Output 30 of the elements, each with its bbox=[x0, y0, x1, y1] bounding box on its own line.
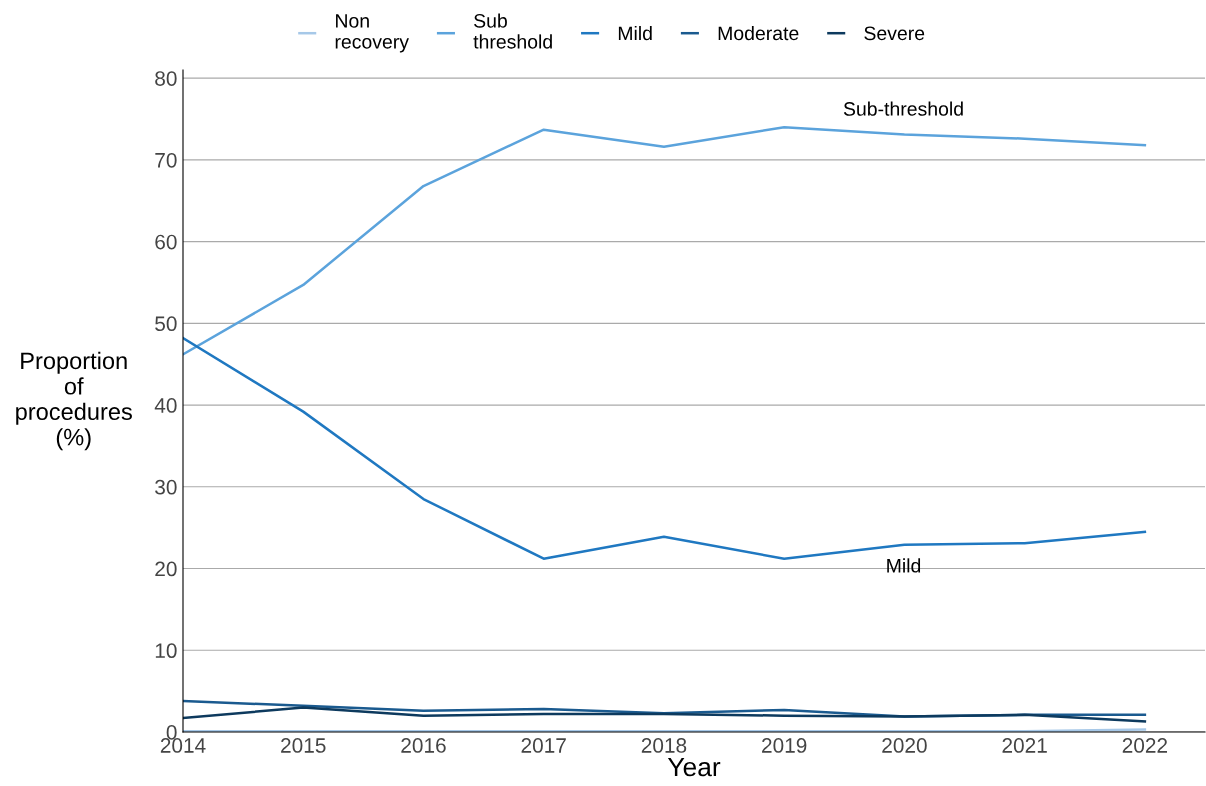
x-axis-title: Year bbox=[667, 757, 721, 777]
x-tick-label: 2016 bbox=[401, 738, 446, 753]
y-tick-label: 50 bbox=[155, 316, 177, 332]
y-tick-label: 40 bbox=[154, 398, 177, 413]
legend-label: Non recovery bbox=[335, 14, 409, 53]
y-tick-label: 70 bbox=[155, 152, 177, 168]
x-tick-label: 2018 bbox=[641, 738, 687, 753]
y-tick-label: 0 bbox=[166, 725, 177, 740]
x-tick-label: 2020 bbox=[882, 738, 927, 753]
x-tick-label: 2022 bbox=[1122, 738, 1168, 753]
legend-label: Sub threshold bbox=[473, 13, 552, 49]
annotation: Mild bbox=[887, 558, 921, 573]
y-tick-label: 30 bbox=[155, 479, 177, 495]
y-axis-title: Proportion of procedures (%) bbox=[16, 351, 132, 451]
x-tick-label: 2021 bbox=[1002, 738, 1047, 753]
y-tick-label: 10 bbox=[155, 643, 177, 659]
x-tick-label: 2015 bbox=[281, 738, 326, 753]
legend-label: Mild bbox=[618, 25, 652, 41]
x-tick-label: 2017 bbox=[521, 738, 566, 753]
y-tick-label: 20 bbox=[155, 561, 177, 577]
x-tick-label: 2019 bbox=[762, 738, 807, 753]
annotation: Sub-threshold bbox=[843, 101, 963, 116]
line-series bbox=[183, 336, 1147, 560]
line-series bbox=[183, 706, 1147, 723]
line-series bbox=[183, 125, 1147, 356]
y-tick-label: 60 bbox=[155, 234, 177, 250]
legend-label: Severe bbox=[864, 26, 925, 41]
y-tick-label: 80 bbox=[155, 71, 177, 86]
x-tick-label: 2014 bbox=[160, 738, 206, 753]
legend-label: Moderate bbox=[718, 25, 799, 41]
